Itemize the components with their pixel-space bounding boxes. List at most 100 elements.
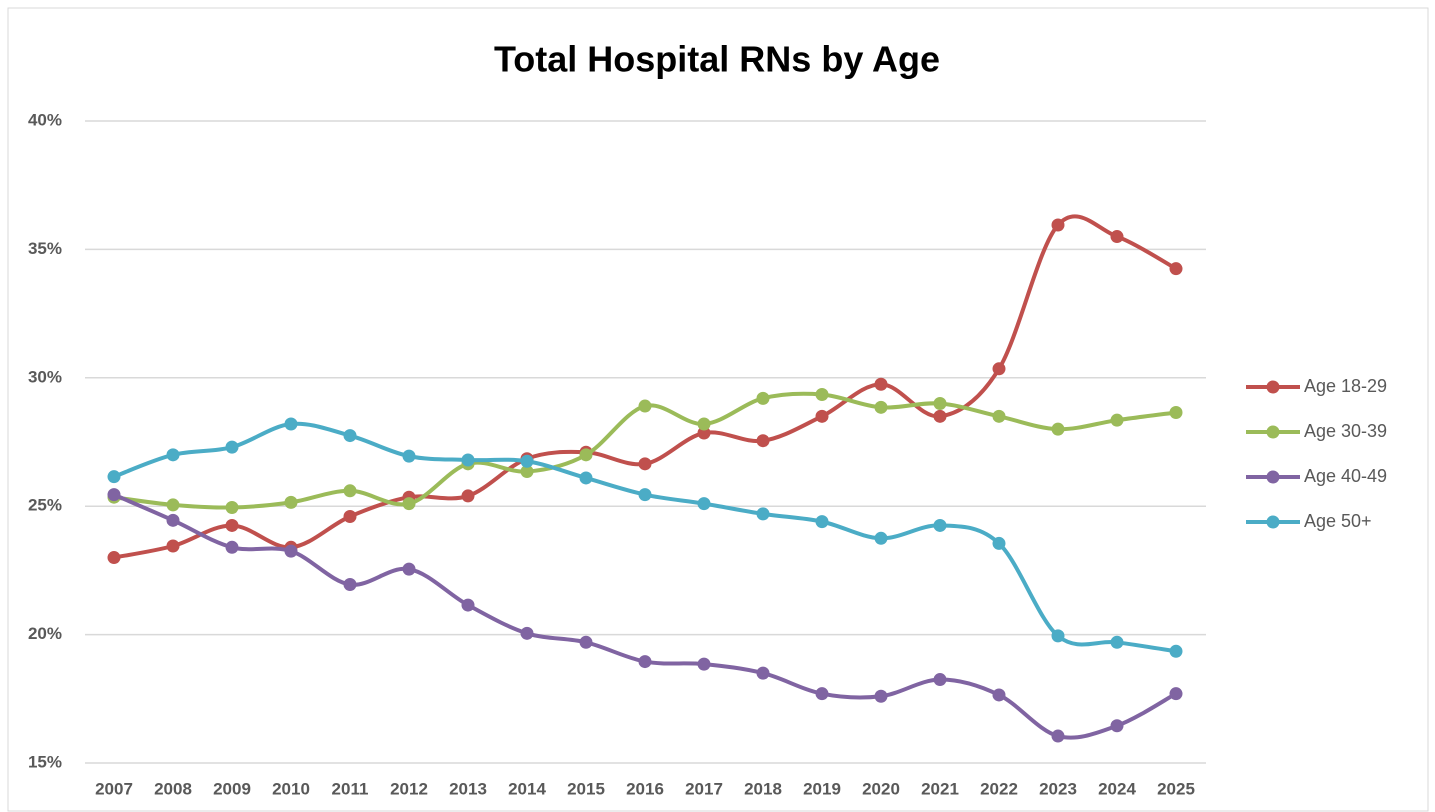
data-point — [402, 449, 416, 463]
data-point — [520, 465, 534, 479]
legend-marker — [1266, 425, 1280, 439]
data-point — [756, 391, 770, 405]
data-point — [1169, 262, 1183, 276]
data-point — [1051, 729, 1065, 743]
data-point — [343, 429, 357, 443]
data-point — [166, 539, 180, 553]
data-point — [638, 457, 652, 471]
data-point — [815, 687, 829, 701]
y-tick-label: 25% — [28, 496, 62, 515]
data-point — [579, 448, 593, 462]
x-tick-label: 2010 — [272, 779, 310, 798]
data-point — [874, 689, 888, 703]
x-tick-label: 2025 — [1157, 779, 1195, 798]
data-point — [166, 448, 180, 462]
x-tick-label: 2024 — [1098, 779, 1136, 798]
x-tick-label: 2023 — [1039, 779, 1077, 798]
data-point — [1169, 644, 1183, 658]
data-point — [343, 484, 357, 498]
data-point — [166, 513, 180, 527]
data-point — [402, 562, 416, 576]
data-point — [1110, 413, 1124, 427]
x-tick-label: 2021 — [921, 779, 959, 798]
y-tick-label: 20% — [28, 624, 62, 643]
data-point — [1110, 719, 1124, 733]
data-point — [461, 598, 475, 612]
data-point — [343, 578, 357, 592]
x-tick-label: 2007 — [95, 779, 133, 798]
x-tick-label: 2017 — [685, 779, 723, 798]
data-point — [1110, 635, 1124, 649]
data-point — [520, 454, 534, 468]
data-point — [756, 666, 770, 680]
data-point — [933, 673, 947, 687]
data-point — [933, 396, 947, 410]
data-point — [284, 544, 298, 558]
legend-label: Age 30-39 — [1304, 421, 1387, 441]
legend-marker — [1266, 470, 1280, 484]
data-point — [343, 509, 357, 523]
x-tick-label: 2014 — [508, 779, 546, 798]
legend-label: Age 40-49 — [1304, 466, 1387, 486]
x-tick-label: 2012 — [390, 779, 428, 798]
data-point — [225, 440, 239, 454]
data-point — [1051, 629, 1065, 643]
y-tick-label: 30% — [28, 367, 62, 386]
data-point — [579, 471, 593, 485]
data-point — [815, 409, 829, 423]
data-point — [992, 688, 1006, 702]
x-tick-label: 2013 — [449, 779, 487, 798]
legend-marker — [1266, 515, 1280, 529]
x-tick-label: 2015 — [567, 779, 605, 798]
data-point — [107, 551, 121, 565]
chart-border — [7, 7, 1429, 812]
data-point — [1169, 687, 1183, 701]
data-point — [815, 515, 829, 529]
data-point — [756, 507, 770, 521]
data-point — [284, 417, 298, 431]
data-point — [756, 434, 770, 448]
y-tick-label: 15% — [28, 752, 62, 771]
data-point — [992, 409, 1006, 423]
data-point — [225, 518, 239, 532]
data-point — [992, 362, 1006, 376]
data-point — [107, 470, 121, 484]
data-point — [166, 498, 180, 512]
data-point — [579, 635, 593, 649]
y-tick-label: 35% — [28, 239, 62, 258]
data-point — [638, 488, 652, 502]
data-point — [697, 417, 711, 431]
data-point — [284, 495, 298, 509]
legend-label: Age 18-29 — [1304, 376, 1387, 396]
data-point — [815, 387, 829, 401]
data-point — [1169, 405, 1183, 419]
x-tick-label: 2009 — [213, 779, 251, 798]
data-point — [933, 518, 947, 532]
data-point — [461, 489, 475, 503]
data-point — [107, 488, 121, 502]
data-point — [992, 536, 1006, 550]
data-point — [225, 540, 239, 554]
data-point — [697, 497, 711, 511]
y-tick-label: 40% — [28, 110, 62, 129]
data-point — [638, 655, 652, 669]
x-tick-label: 2016 — [626, 779, 664, 798]
data-point — [638, 399, 652, 413]
data-point — [461, 453, 475, 467]
x-tick-label: 2011 — [332, 779, 369, 798]
x-tick-label: 2022 — [980, 779, 1018, 798]
data-point — [697, 657, 711, 671]
data-point — [225, 500, 239, 514]
x-tick-label: 2020 — [862, 779, 900, 798]
data-point — [697, 426, 711, 440]
data-point — [402, 497, 416, 511]
data-point — [1051, 422, 1065, 436]
data-point — [874, 400, 888, 414]
data-point — [874, 531, 888, 545]
x-tick-label: 2018 — [744, 779, 782, 798]
data-point — [520, 626, 534, 640]
x-tick-label: 2008 — [154, 779, 192, 798]
legend-label: Age 50+ — [1304, 511, 1372, 531]
data-point — [874, 377, 888, 391]
x-tick-label: 2019 — [803, 779, 841, 798]
